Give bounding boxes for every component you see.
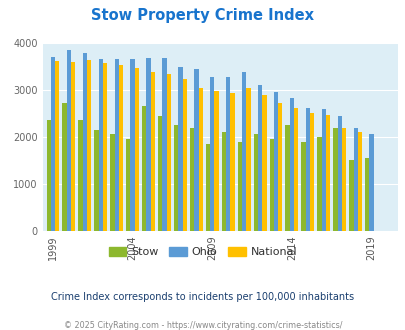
Bar xyxy=(341,128,345,231)
Bar xyxy=(289,98,293,231)
Bar xyxy=(253,134,257,231)
Bar xyxy=(285,125,289,231)
Bar xyxy=(51,57,55,231)
Bar xyxy=(277,103,282,231)
Bar xyxy=(66,50,71,231)
Bar xyxy=(119,65,123,231)
Text: Stow Property Crime Index: Stow Property Crime Index xyxy=(91,8,314,23)
Bar xyxy=(237,142,241,231)
Bar xyxy=(301,142,305,231)
Bar xyxy=(210,77,214,231)
Bar xyxy=(182,79,186,231)
Bar xyxy=(309,113,313,231)
Bar xyxy=(246,87,250,231)
Bar xyxy=(83,53,87,231)
Bar xyxy=(114,59,119,231)
Bar xyxy=(78,120,83,231)
Bar xyxy=(142,106,146,231)
Bar xyxy=(226,77,230,231)
Bar xyxy=(158,116,162,231)
Bar xyxy=(162,58,166,231)
Bar xyxy=(198,87,202,231)
Bar xyxy=(130,59,134,231)
Bar xyxy=(269,139,273,231)
Bar xyxy=(110,134,114,231)
Bar xyxy=(134,68,139,231)
Bar xyxy=(71,62,75,231)
Bar xyxy=(273,92,277,231)
Bar xyxy=(126,139,130,231)
Bar xyxy=(87,60,91,231)
Bar xyxy=(257,85,262,231)
Bar xyxy=(47,120,51,231)
Bar xyxy=(262,95,266,231)
Legend: Stow, Ohio, National: Stow, Ohio, National xyxy=(104,243,301,262)
Bar xyxy=(103,63,107,231)
Bar xyxy=(230,93,234,231)
Bar xyxy=(321,109,325,231)
Bar xyxy=(166,74,171,231)
Bar xyxy=(317,137,321,231)
Bar xyxy=(241,72,246,231)
Bar xyxy=(55,61,59,231)
Text: © 2025 CityRating.com - https://www.cityrating.com/crime-statistics/: © 2025 CityRating.com - https://www.city… xyxy=(64,321,341,330)
Bar xyxy=(221,132,226,231)
Bar xyxy=(98,59,103,231)
Bar xyxy=(337,116,341,231)
Bar xyxy=(194,69,198,231)
Bar xyxy=(364,158,369,231)
Bar xyxy=(214,91,218,231)
Bar xyxy=(174,125,178,231)
Bar xyxy=(325,115,329,231)
Bar xyxy=(146,58,150,231)
Bar xyxy=(94,130,98,231)
Text: Crime Index corresponds to incidents per 100,000 inhabitants: Crime Index corresponds to incidents per… xyxy=(51,292,354,302)
Bar xyxy=(333,128,337,231)
Bar xyxy=(353,128,357,231)
Bar xyxy=(369,134,373,231)
Bar xyxy=(305,108,309,231)
Bar xyxy=(205,144,210,231)
Bar xyxy=(357,132,361,231)
Bar xyxy=(293,108,298,231)
Bar xyxy=(150,72,155,231)
Bar xyxy=(348,160,353,231)
Bar xyxy=(178,67,182,231)
Bar xyxy=(190,128,194,231)
Bar xyxy=(62,103,66,231)
